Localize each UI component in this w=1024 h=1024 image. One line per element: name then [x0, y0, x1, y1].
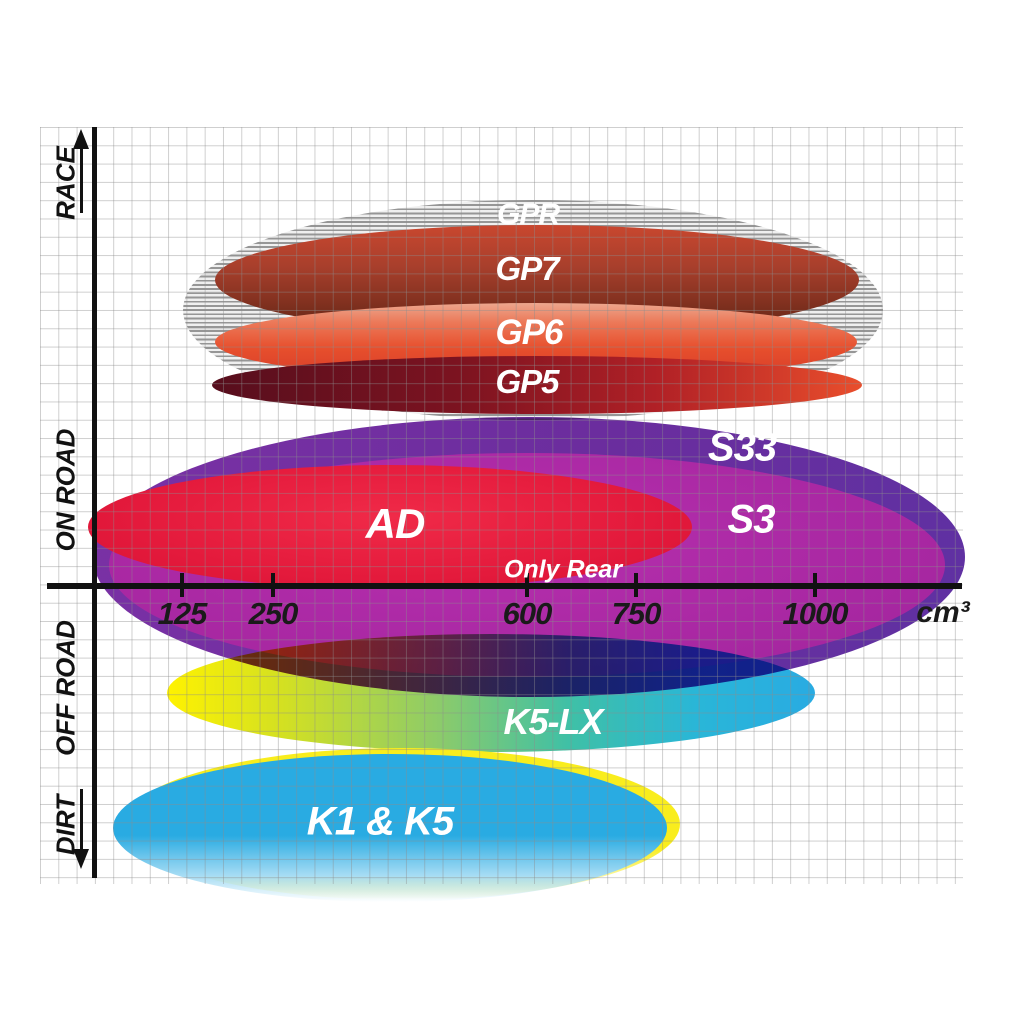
- y-axis-line: [92, 127, 97, 878]
- x-tick-label-750: 750: [611, 596, 662, 631]
- race-up-arrow-icon: [73, 129, 89, 149]
- x-tick-1000: [813, 573, 817, 597]
- region-label-s33: S33: [707, 425, 777, 470]
- x-tick-125: [180, 573, 184, 597]
- x-axis-line: [47, 583, 962, 589]
- region-label-gp6: GP6: [495, 313, 563, 352]
- region-label-ad: AD: [365, 500, 426, 547]
- x-tick-label-125: 125: [157, 596, 208, 631]
- dirt-arrow-shaft: [80, 789, 83, 849]
- region-gp5-ellipse: [212, 356, 862, 414]
- region-k1k5-ellipse: [113, 754, 667, 902]
- region-label-gpr: GPR: [496, 198, 560, 231]
- y-label-race: RACE: [50, 146, 81, 220]
- x-tick-label-1000: 1000: [782, 596, 849, 631]
- y-label-on-road: ON ROAD: [50, 428, 81, 552]
- dirt-down-arrow-icon: [73, 849, 89, 869]
- region-label-gp7: GP7: [495, 250, 559, 287]
- region-k5lx-ellipse: [167, 634, 815, 752]
- only-rear-annotation: Only Rear: [503, 555, 623, 584]
- y-label-off-road: OFF ROAD: [50, 620, 81, 756]
- x-tick-250: [271, 573, 275, 597]
- region-label-k1k5: K1 & K5: [306, 799, 454, 844]
- x-tick-label-250: 250: [248, 596, 299, 631]
- region-ad-ellipse: [88, 465, 692, 589]
- region-label-gp5: GP5: [495, 363, 559, 400]
- region-label-k5lx: K5-LX: [503, 701, 603, 742]
- region-label-s3: S3: [727, 497, 776, 542]
- x-axis-unit-label: cm³: [916, 596, 970, 629]
- x-tick-600: [525, 573, 529, 597]
- y-label-dirt: DIRT: [50, 794, 81, 856]
- race-arrow-shaft: [80, 148, 83, 213]
- x-tick-750: [634, 573, 638, 597]
- x-tick-label-600: 600: [502, 596, 553, 631]
